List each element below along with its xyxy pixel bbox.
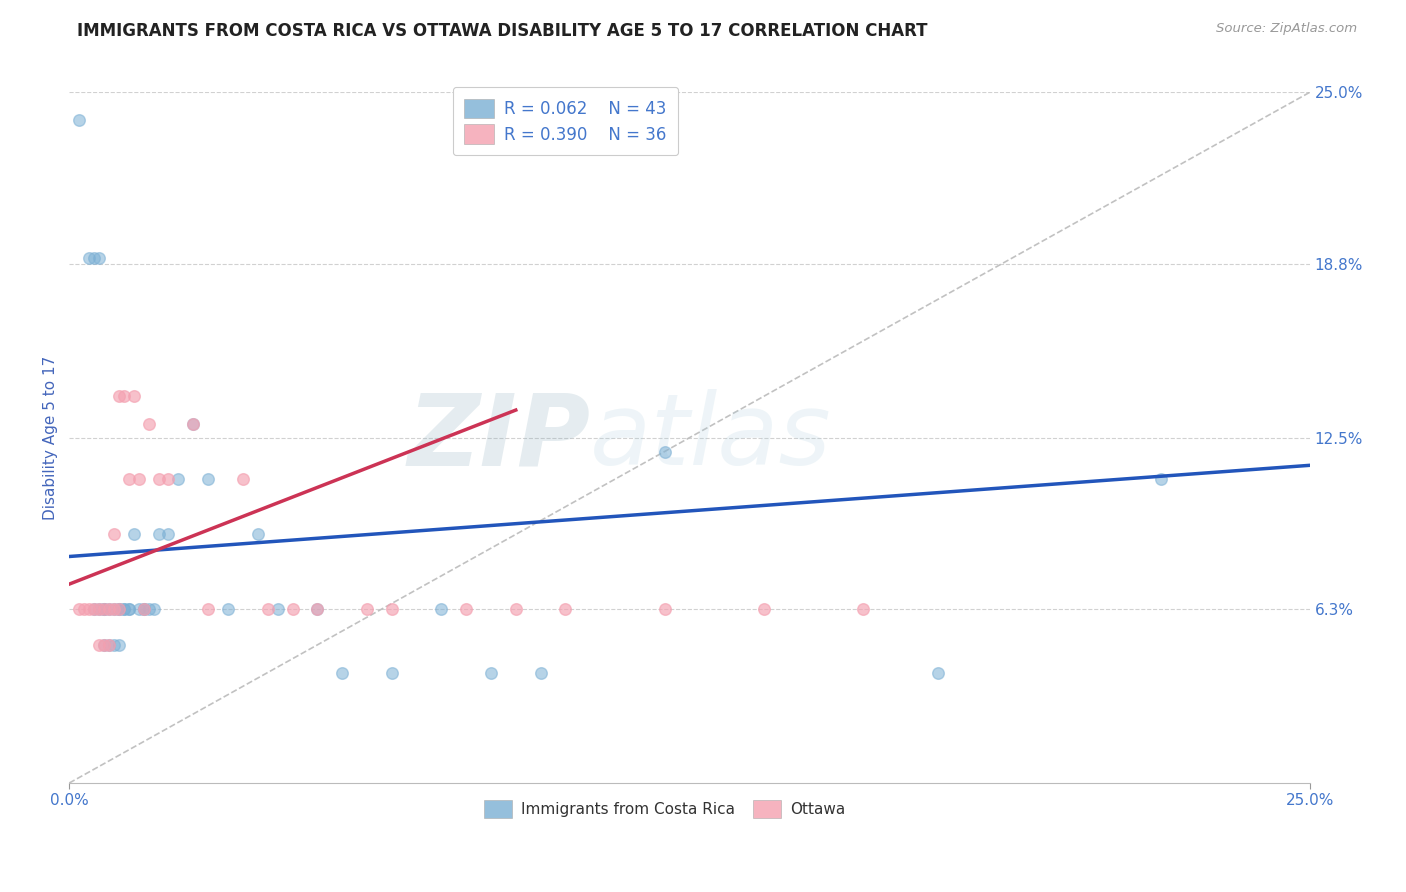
Point [752,602,775,616]
Point [67,113,90,128]
Point [197,602,219,616]
Point [307,602,329,616]
Point [87,602,110,616]
Point [118,602,141,616]
Point [381,665,404,680]
Point [112,602,135,616]
Point [246,527,269,541]
Point [108,602,131,616]
Point [356,602,378,616]
Point [256,602,278,616]
Point [103,527,125,541]
Point [87,638,110,652]
Point [505,602,527,616]
Point [93,602,115,616]
Point [87,251,110,265]
Point [852,602,875,616]
Point [330,665,353,680]
Point [83,602,105,616]
Point [148,527,170,541]
Point [654,444,676,458]
Point [108,638,131,652]
Point [281,602,304,616]
Point [83,251,105,265]
Point [83,602,105,616]
Point [118,472,141,486]
Point [128,472,150,486]
Point [77,602,100,616]
Point [97,638,120,652]
Point [148,472,170,486]
Text: atlas: atlas [591,389,832,486]
Point [430,602,453,616]
Point [927,665,949,680]
Point [654,602,676,616]
Point [112,389,135,403]
Point [132,602,155,616]
Point [554,602,576,616]
Point [108,389,131,403]
Y-axis label: Disability Age 5 to 17: Disability Age 5 to 17 [44,356,58,520]
Point [108,602,131,616]
Point [93,602,115,616]
Point [93,638,115,652]
Point [138,417,160,431]
Point [1150,472,1173,486]
Point [67,602,90,616]
Point [132,602,155,616]
Point [93,602,115,616]
Text: IMMIGRANTS FROM COSTA RICA VS OTTAWA DISABILITY AGE 5 TO 17 CORRELATION CHART: IMMIGRANTS FROM COSTA RICA VS OTTAWA DIS… [77,22,928,40]
Point [97,602,120,616]
Point [97,638,120,652]
Point [87,602,110,616]
Point [142,602,165,616]
Point [381,602,404,616]
Point [138,602,160,616]
Point [108,602,131,616]
Point [232,472,254,486]
Point [217,602,239,616]
Point [103,602,125,616]
Point [307,602,329,616]
Point [97,602,120,616]
Point [122,527,145,541]
Point [128,602,150,616]
Point [197,472,219,486]
Point [456,602,478,616]
Point [103,602,125,616]
Point [529,665,551,680]
Point [103,638,125,652]
Legend: Immigrants from Costa Rica, Ottawa: Immigrants from Costa Rica, Ottawa [478,794,851,823]
Point [157,527,180,541]
Point [73,602,96,616]
Point [132,602,155,616]
Point [112,602,135,616]
Point [157,472,180,486]
Point [77,251,100,265]
Text: Source: ZipAtlas.com: Source: ZipAtlas.com [1216,22,1357,36]
Point [181,417,204,431]
Point [181,417,204,431]
Point [122,389,145,403]
Point [479,665,502,680]
Point [167,472,190,486]
Point [266,602,288,616]
Text: ZIP: ZIP [408,389,591,486]
Point [118,602,141,616]
Point [93,638,115,652]
